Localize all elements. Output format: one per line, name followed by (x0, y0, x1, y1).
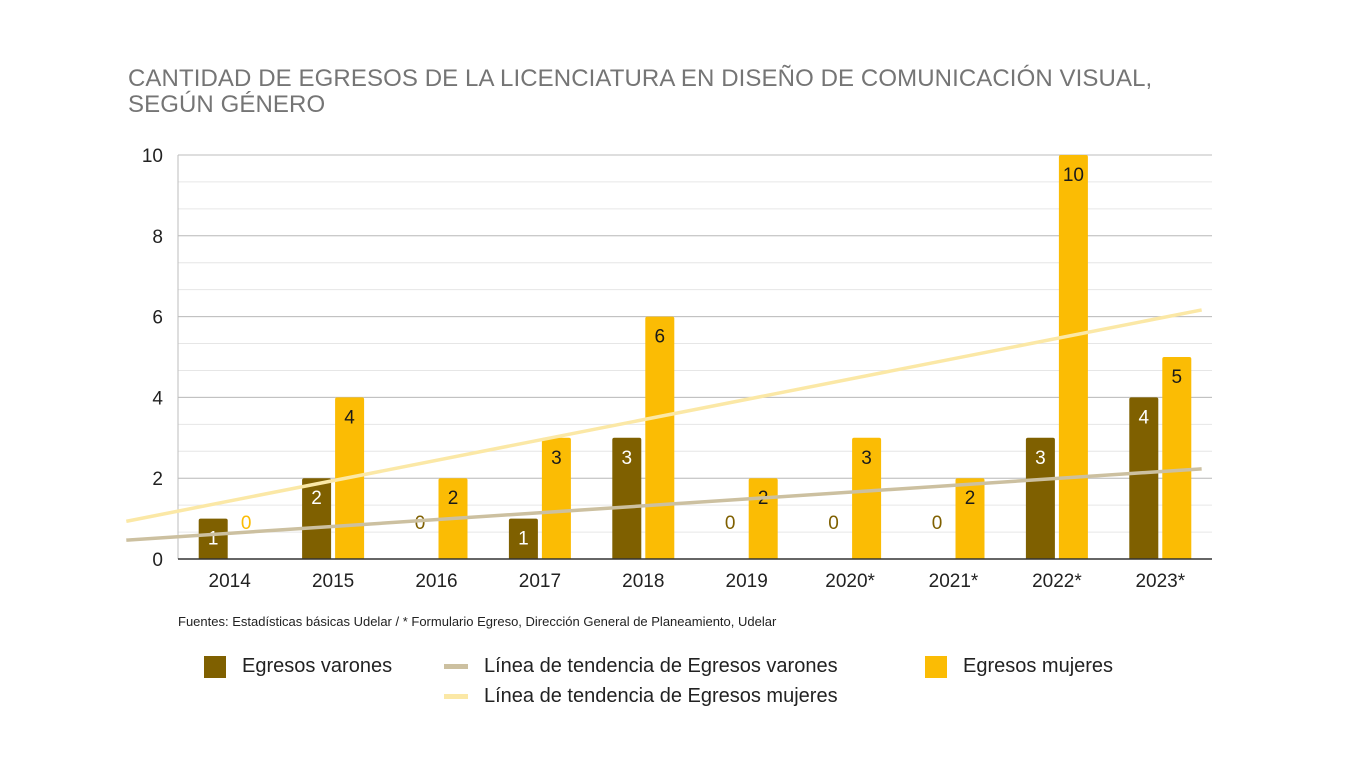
data-label-mujeres: 2 (965, 488, 976, 509)
data-label-varones: 1 (518, 529, 529, 550)
x-tick-label: 2023* (1135, 571, 1185, 592)
data-label-varones: 3 (622, 448, 633, 469)
legend-swatch-trend-varones (444, 664, 468, 669)
bar-varones (1025, 437, 1055, 559)
data-label-mujeres: 0 (241, 513, 252, 534)
x-tick-label: 2018 (622, 571, 664, 592)
x-tick-label: 2014 (209, 571, 252, 592)
data-label-varones: 2 (311, 488, 322, 509)
legend-label-mujeres: Egresos mujeres (963, 655, 1114, 677)
data-label-varones: 0 (828, 513, 839, 534)
data-label-varones: 3 (1035, 448, 1046, 469)
x-tick-label: 2021* (929, 571, 979, 592)
legend-swatch-varones (204, 655, 226, 678)
bar-mujeres (1162, 357, 1192, 559)
data-label-mujeres: 6 (655, 327, 666, 348)
data-label-mujeres: 5 (1172, 367, 1183, 388)
legend-label-trend-mujeres: Línea de tendencia de Egresos mujeres (484, 685, 838, 707)
x-tick-label: 2016 (415, 571, 457, 592)
x-tick-label: 2022* (1032, 571, 1082, 592)
y-tick-label: 2 (152, 469, 163, 490)
legend-item-mujeres: Egresos mujeres (925, 655, 1113, 678)
data-label-mujeres: 3 (861, 448, 872, 469)
legend-swatch-mujeres (925, 655, 947, 678)
legend-item-trend-mujeres: Línea de tendencia de Egresos mujeres (444, 685, 838, 708)
data-label-mujeres: 10 (1063, 165, 1084, 186)
y-tick-label: 0 (152, 550, 163, 571)
bar-varones (198, 518, 228, 559)
data-label-mujeres: 3 (551, 448, 562, 469)
trendline-mujeres (125, 308, 1202, 524)
x-tick-label: 2015 (312, 571, 354, 592)
legend-item-varones: Egresos varones (204, 655, 392, 678)
y-tick-label: 4 (152, 388, 163, 409)
legend-item-trend-varones: Línea de tendencia de Egresos varones (444, 655, 838, 678)
data-label-varones: 0 (932, 513, 943, 534)
x-tick-label: 2019 (726, 571, 768, 592)
data-label-varones: 0 (725, 513, 736, 534)
data-label-mujeres: 2 (448, 488, 459, 509)
bar-mujeres (1058, 155, 1088, 559)
y-tick-label: 8 (152, 227, 163, 248)
data-label-varones: 1 (208, 529, 219, 550)
bar-mujeres (955, 478, 985, 559)
bar-varones (302, 478, 332, 559)
bar-mujeres (852, 437, 882, 559)
data-label-varones: 0 (415, 513, 426, 534)
bar-chart: 0246810102014242015022016132017362018022… (125, 146, 1212, 592)
legend-label-trend-varones: Línea de tendencia de Egresos varones (484, 655, 838, 677)
x-tick-label: 2020* (825, 571, 875, 592)
trendline-varones (126, 467, 1202, 542)
legend-label-varones: Egresos varones (242, 655, 393, 677)
bar-mujeres (645, 316, 675, 559)
bar-varones (508, 518, 538, 559)
legend-swatch-trend-mujeres (444, 694, 468, 699)
bar-varones (612, 437, 642, 559)
bar-varones (1129, 397, 1159, 559)
data-label-varones: 4 (1139, 407, 1150, 428)
data-label-mujeres: 4 (344, 407, 355, 428)
y-tick-label: 6 (152, 308, 163, 329)
chart-title: CANTIDAD DE EGRESOS DE LA LICENCIATURA E… (128, 65, 1153, 118)
bar-mujeres (541, 437, 571, 559)
x-tick-label: 2017 (519, 571, 561, 592)
source-note: Fuentes: Estadísticas básicas Udelar / *… (178, 614, 777, 629)
y-tick-label: 10 (142, 146, 163, 167)
